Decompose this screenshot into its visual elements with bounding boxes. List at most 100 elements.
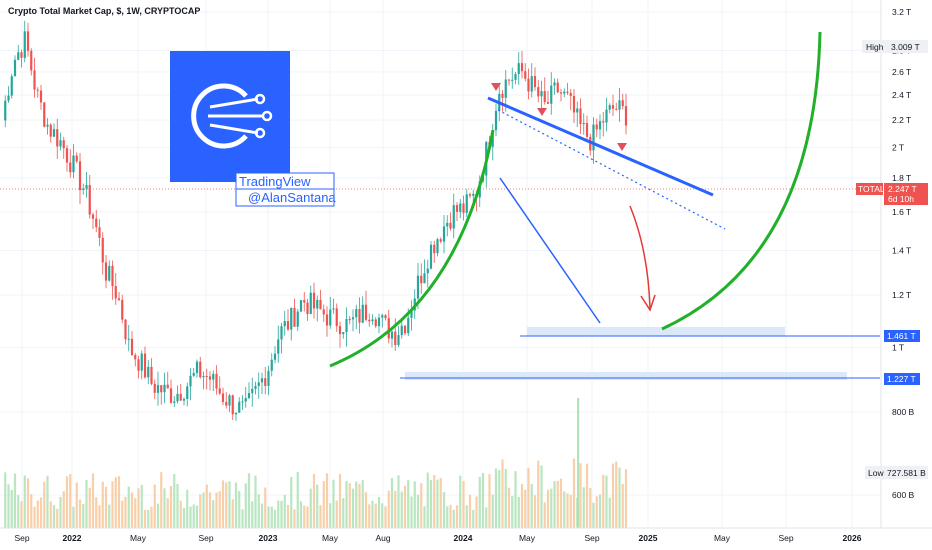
trendline-dotted (497, 109, 726, 230)
candles (4, 20, 628, 421)
candle-body (273, 353, 277, 360)
candle-body (335, 308, 338, 327)
candle-body (452, 205, 455, 229)
high-pill-bg (862, 40, 928, 53)
support-pill-2-value: 1.227 T (887, 374, 916, 384)
volume-bar (605, 475, 608, 528)
candle-body (306, 302, 309, 314)
volume-bar (52, 505, 56, 528)
candle-body (39, 90, 43, 103)
volume-bar (182, 507, 186, 528)
total-name-bg (856, 183, 883, 195)
volume-bar (293, 509, 296, 528)
volume-bar (143, 509, 147, 528)
volume-bar (241, 509, 244, 528)
y-tick-label: 2.4 T (892, 90, 911, 100)
candle-body (234, 412, 238, 415)
volume-bar (306, 506, 309, 528)
candle-body (179, 393, 182, 401)
candle-body (309, 292, 312, 314)
volume-bar (225, 482, 228, 528)
candle-body (377, 317, 381, 327)
candle-body (611, 105, 615, 109)
volume-bar (30, 494, 33, 528)
candle-body (501, 93, 504, 98)
candle-body (543, 91, 546, 103)
volume-bar (290, 476, 293, 528)
x-tick-label: 2025 (639, 533, 658, 543)
candle-body (511, 79, 514, 81)
candle-body (46, 124, 49, 127)
candle-body (566, 91, 569, 93)
volume-bar (572, 458, 576, 528)
volume-bar (150, 506, 153, 528)
y-tick-label: 2.2 T (892, 115, 911, 125)
volume-bar (387, 490, 390, 528)
total-value: 2.247 T (888, 184, 917, 194)
candle-body (407, 317, 410, 334)
volume-bar (108, 504, 111, 528)
high-value: 3.009 T (891, 42, 920, 52)
volume-bar (49, 501, 52, 528)
candle-body (368, 319, 371, 322)
candle-body (559, 92, 563, 94)
candle-body (251, 388, 254, 394)
candle-body (52, 129, 56, 137)
candle-body (400, 325, 403, 336)
volume-bar (267, 506, 270, 528)
candle-body (283, 321, 286, 327)
support-pill-2-bg (884, 373, 920, 385)
volume-bar (322, 481, 325, 528)
candle-body (426, 268, 429, 274)
volume-bar (394, 490, 397, 528)
volume-bar (134, 498, 137, 528)
support-pill-2: 1.227 T (884, 373, 920, 385)
volume-bar (179, 500, 182, 528)
volume-bar (325, 473, 329, 528)
candle-body (134, 355, 137, 360)
watermark-box-2 (235, 188, 335, 207)
candle-body (156, 385, 160, 393)
volume-bar (316, 484, 319, 528)
x-tick-label: May (714, 533, 731, 543)
volume-bar (299, 501, 303, 528)
candle-body (585, 122, 589, 137)
candle-body (553, 82, 556, 86)
volume-bar (231, 499, 234, 528)
volume-bar (186, 489, 189, 528)
candle-body (121, 299, 124, 320)
trendline-lower (499, 177, 601, 324)
total-pill: TOTAL 2.247 T 6d 10h (856, 183, 928, 205)
candle-body (618, 100, 621, 110)
y-tick-label: 2.6 T (892, 67, 911, 77)
volume-bar (472, 509, 475, 528)
volume-bar (546, 489, 550, 528)
high-label: High (866, 42, 884, 52)
candle-body (69, 162, 72, 173)
volume-bar (345, 481, 348, 528)
volume-bar (218, 491, 221, 528)
volume-bar (208, 492, 212, 528)
logo (170, 51, 290, 182)
candle-body (546, 102, 550, 104)
volume-bar (371, 500, 374, 528)
candle-body (238, 401, 241, 413)
down-arrow (629, 205, 651, 309)
x-tick-label: Sep (198, 533, 213, 543)
candle-body (127, 338, 130, 340)
volume-bar (433, 475, 436, 528)
volume-bar (384, 506, 387, 528)
watermark-line-2: @AlanSantana (248, 190, 336, 205)
volume-bar (504, 469, 507, 528)
watermark-line-1: TradingView (239, 174, 311, 189)
volume-bar (553, 481, 556, 528)
volume-bar (228, 481, 231, 528)
logo-line-1 (209, 97, 259, 109)
x-tick-label: Sep (14, 533, 29, 543)
volume-bar (611, 463, 615, 528)
candle-body (280, 326, 283, 340)
volume-bar (91, 473, 95, 528)
candle-body (550, 85, 553, 104)
candle-body (439, 239, 442, 242)
logo-dot-3 (254, 127, 266, 139)
